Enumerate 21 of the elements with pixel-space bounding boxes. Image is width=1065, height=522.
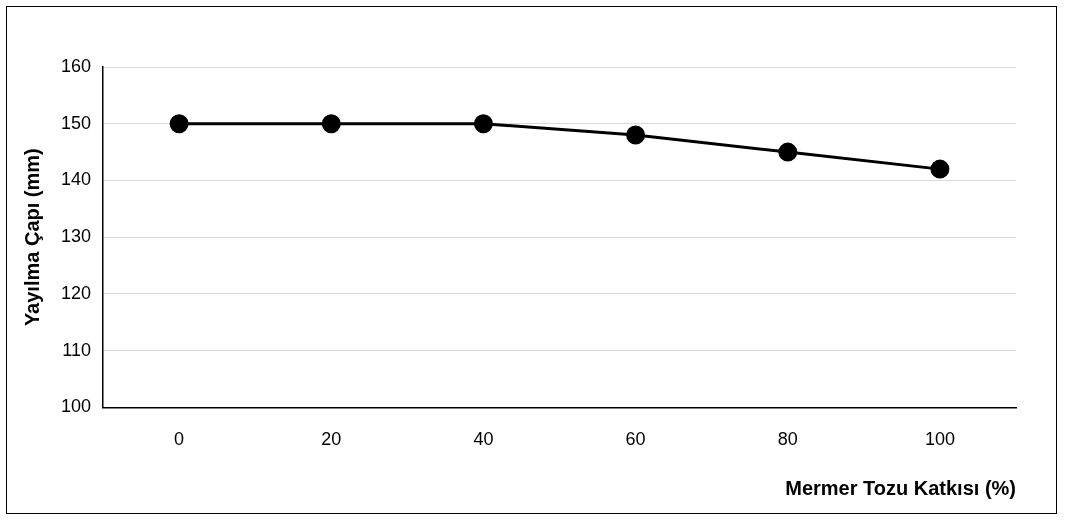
x-tick-label: 100	[924, 429, 955, 450]
x-tick-label: 80	[777, 429, 798, 450]
point	[626, 125, 646, 145]
point	[930, 159, 950, 179]
x-axis-title: Mermer Tozu Katkısı (%)	[785, 476, 1016, 499]
x-tick-label: 40	[473, 429, 494, 450]
y-axis-title: Yayılma Çapı (mm)	[20, 148, 43, 327]
y-tick-label: 120	[60, 282, 92, 303]
x-tick-label: 60	[625, 429, 646, 450]
point	[778, 142, 798, 162]
y-tick-label: 150	[60, 112, 92, 133]
y-tick-label: 130	[60, 226, 92, 247]
y-tick-label: 110	[62, 339, 92, 360]
y-tick-label: 140	[60, 169, 92, 190]
x-tick-label: 20	[321, 429, 342, 450]
point	[169, 114, 189, 134]
x-tick-label: 0	[174, 429, 185, 450]
point	[473, 114, 493, 134]
y-tick-label: 100	[60, 396, 92, 417]
y-tick-label: 160	[60, 55, 92, 76]
point	[321, 114, 341, 134]
